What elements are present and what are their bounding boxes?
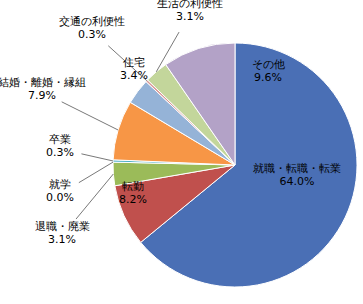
svg-text:就学0.0%: 就学0.0% xyxy=(46,178,74,204)
svg-text:交通の利便性0.3%: 交通の利便性0.3% xyxy=(59,15,125,41)
html-text:住宅: 住宅 xyxy=(123,56,145,69)
svg-text:卒業0.3%: 卒業0.3% xyxy=(46,133,74,159)
svg-text:その他9.6%: その他9.6% xyxy=(252,58,285,84)
svg-text:結婚・離婚・縁組7.9%: 結婚・離婚・縁組7.9% xyxy=(8,76,86,102)
html-text:3.4%: 3.4% xyxy=(120,69,148,82)
svg-text:生活の利便性3.1%: 生活の利便性3.1% xyxy=(157,0,223,23)
svg-text:転勤8.2%: 転勤8.2% xyxy=(119,180,147,206)
svg-text:退職・廃業3.1%: 退職・廃業3.1% xyxy=(35,220,90,246)
svg-text:就職・転職・転業64.0%: 就職・転職・転業64.0% xyxy=(253,162,341,188)
